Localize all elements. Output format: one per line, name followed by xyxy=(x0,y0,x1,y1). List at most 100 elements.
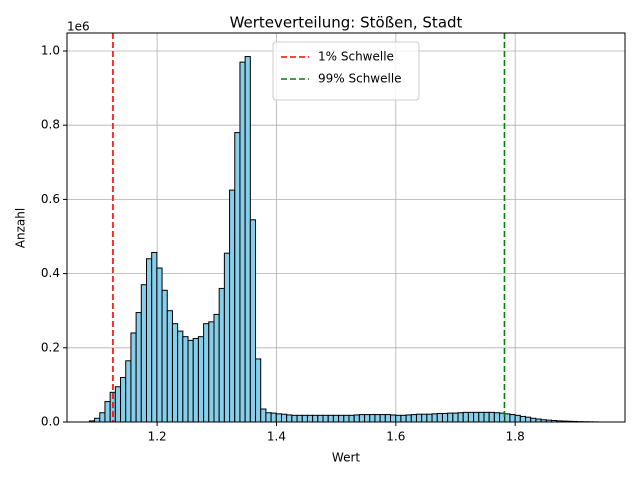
bar xyxy=(161,289,168,423)
bar xyxy=(400,414,407,423)
bar xyxy=(327,414,334,423)
bar xyxy=(395,414,402,423)
bar xyxy=(405,414,412,423)
bar xyxy=(441,412,449,423)
x-tick-label: 1.4 xyxy=(267,430,286,444)
bar xyxy=(145,258,153,423)
bar xyxy=(478,411,485,423)
bar xyxy=(255,358,262,423)
bar xyxy=(286,414,293,423)
bar xyxy=(457,412,464,423)
bar xyxy=(332,414,340,423)
bar xyxy=(166,310,173,423)
plot-frame xyxy=(66,32,626,423)
bar xyxy=(296,414,303,423)
bar xyxy=(177,330,184,423)
y-offset-label: 1e6 xyxy=(67,20,90,34)
bar xyxy=(130,332,137,423)
bar xyxy=(187,339,194,423)
bar xyxy=(94,417,101,423)
bar xyxy=(104,401,111,423)
bar xyxy=(462,411,469,423)
y-tick-label: 1.0 xyxy=(41,43,60,57)
bar xyxy=(192,338,199,423)
bar xyxy=(140,284,147,423)
legend-label: 1% Schwelle xyxy=(318,50,394,64)
legend-box xyxy=(272,41,420,101)
bar xyxy=(156,267,163,423)
bar xyxy=(488,411,495,423)
bar xyxy=(317,414,324,423)
bar xyxy=(312,414,319,423)
bar xyxy=(275,413,282,423)
bar xyxy=(509,414,516,423)
bar xyxy=(229,189,236,423)
bar xyxy=(338,414,345,423)
bar xyxy=(234,132,241,423)
y-tick-label: 0.6 xyxy=(41,192,60,206)
bar xyxy=(197,336,205,423)
bar xyxy=(369,414,376,423)
bar xyxy=(426,413,433,423)
bar xyxy=(239,61,246,423)
bar xyxy=(530,417,537,423)
bar xyxy=(223,252,231,423)
bar xyxy=(447,412,454,423)
bar xyxy=(114,386,122,423)
bar xyxy=(244,56,251,423)
bar xyxy=(415,413,423,423)
bar xyxy=(151,251,158,423)
bar xyxy=(291,414,298,423)
bar xyxy=(379,414,386,423)
bar xyxy=(467,411,475,423)
bar xyxy=(493,412,501,423)
bar xyxy=(218,287,225,423)
bar xyxy=(436,412,443,423)
legend-label: 99% Schwelle xyxy=(318,72,402,86)
bar xyxy=(249,219,257,423)
bar xyxy=(203,323,210,423)
bar xyxy=(519,415,527,423)
bar xyxy=(280,413,288,423)
bar xyxy=(483,411,490,423)
bar xyxy=(525,416,532,423)
y-axis-label: Anzahl xyxy=(14,208,28,248)
x-tick-label: 1.8 xyxy=(506,430,525,444)
bar xyxy=(120,376,127,423)
bar xyxy=(306,414,314,423)
bar xyxy=(265,412,272,423)
bar xyxy=(358,414,366,423)
bar xyxy=(99,412,106,423)
bar xyxy=(322,414,329,423)
bar xyxy=(343,414,350,423)
y-tick-label: 0.0 xyxy=(41,415,60,429)
bar xyxy=(135,312,142,423)
bar xyxy=(514,414,521,423)
y-tick-label: 0.2 xyxy=(41,340,60,354)
chart-title: Werteverteilung: Stößen, Stadt xyxy=(230,14,463,32)
bar xyxy=(421,413,428,423)
bar xyxy=(270,412,277,423)
bar xyxy=(213,313,220,423)
x-axis-label: Wert xyxy=(332,451,360,465)
bar xyxy=(364,414,371,423)
x-tick-label: 1.6 xyxy=(386,430,405,444)
bar xyxy=(301,414,308,423)
bar xyxy=(384,414,392,423)
bar xyxy=(374,414,381,423)
bar xyxy=(504,413,511,423)
bar xyxy=(125,360,132,423)
bar xyxy=(182,336,189,423)
bar xyxy=(473,411,480,423)
bar xyxy=(348,414,355,423)
bar xyxy=(171,323,179,423)
bar xyxy=(410,414,417,423)
y-tick-label: 0.4 xyxy=(41,266,60,280)
x-tick-label: 1.2 xyxy=(148,430,167,444)
bar xyxy=(260,408,267,423)
bar xyxy=(390,414,397,423)
y-tick-label: 0.8 xyxy=(41,118,60,132)
bar xyxy=(452,412,459,423)
bar xyxy=(353,414,360,423)
